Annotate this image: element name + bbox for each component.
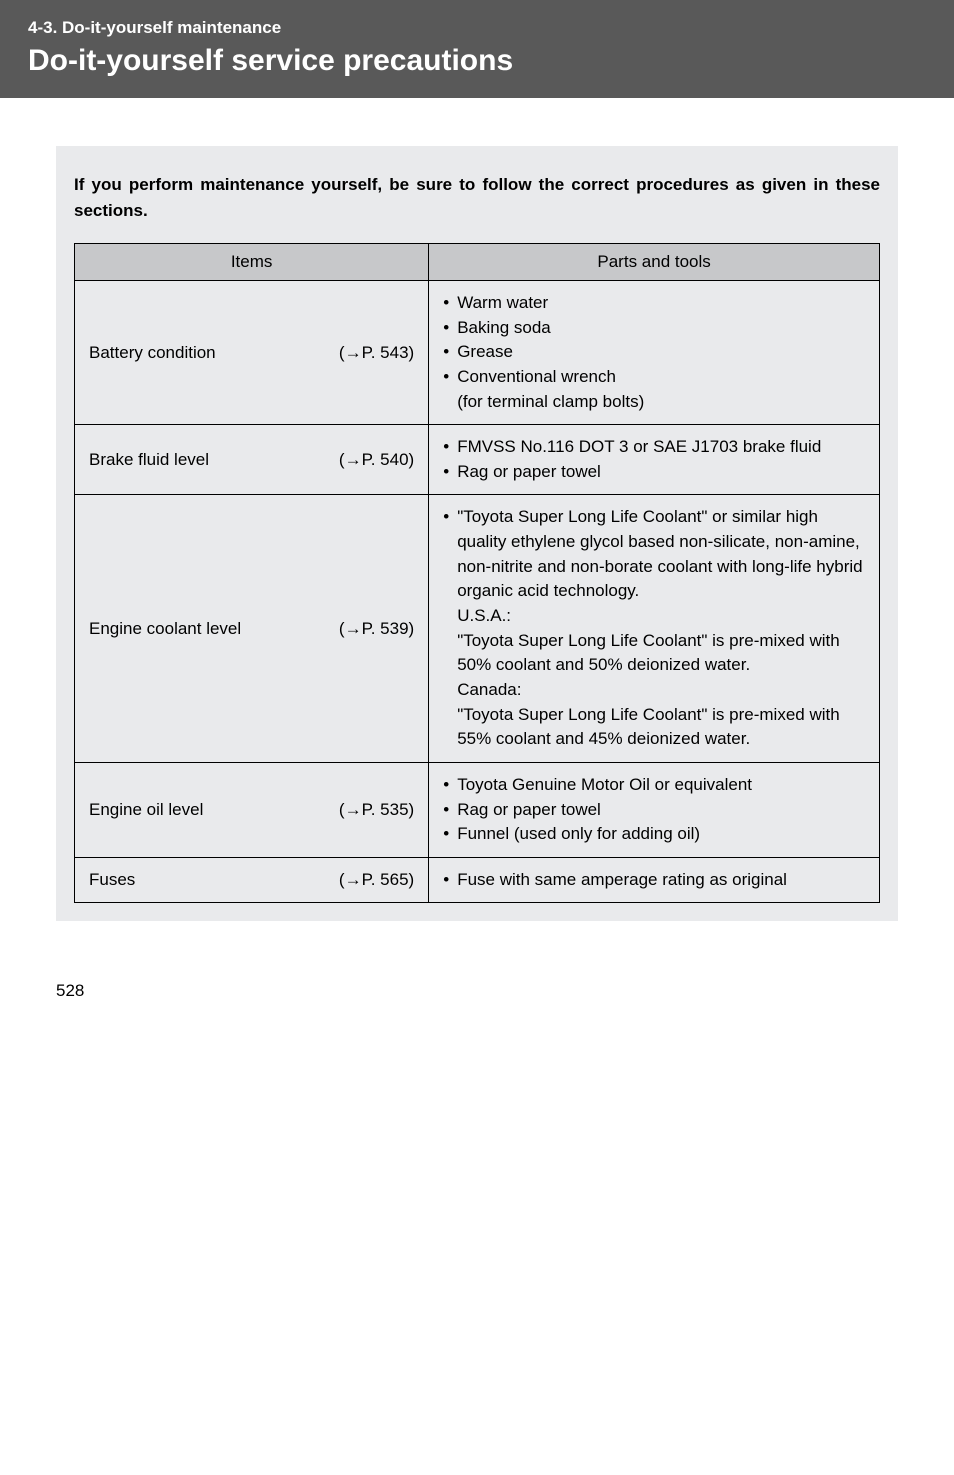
section-label: 4-3. Do-it-yourself maintenance <box>28 18 926 38</box>
item-ref: (→P. 535) <box>339 800 414 820</box>
item-cell-brake: Brake fluid level (→P. 540) <box>75 425 429 495</box>
page-number: 528 <box>56 981 84 1000</box>
col-parts: Parts and tools <box>429 244 880 281</box>
table-row: Fuses (→P. 565) Fuse with same amperage … <box>75 857 880 903</box>
table-row: Brake fluid level (→P. 540) FMVSS No.116… <box>75 425 880 495</box>
item-cell-fuses: Fuses (→P. 565) <box>75 857 429 903</box>
list-item-sub: U.S.A.: <box>457 604 865 629</box>
list-item: Rag or paper towel <box>443 460 865 485</box>
list-item: "Toyota Super Long Life Coolant" or simi… <box>443 505 865 751</box>
table-row: Engine oil level (→P. 535) Toyota Genuin… <box>75 762 880 857</box>
list-item: Warm water <box>443 291 865 316</box>
list-item: Funnel (used only for adding oil) <box>443 822 865 847</box>
page-title: Do-it-yourself service precautions <box>28 44 926 78</box>
parts-cell-oil: Toyota Genuine Motor Oil or equivalent R… <box>429 762 880 857</box>
item-name: Brake fluid level <box>89 450 209 470</box>
content-area: If you perform maintenance yourself, be … <box>56 146 898 921</box>
item-name: Fuses <box>89 870 135 890</box>
parts-cell-brake: FMVSS No.116 DOT 3 or SAE J1703 brake fl… <box>429 425 880 495</box>
col-items: Items <box>75 244 429 281</box>
item-name: Battery condition <box>89 343 216 363</box>
item-cell-coolant: Engine coolant level (→P. 539) <box>75 495 429 762</box>
item-cell-battery: Battery condition (→P. 543) <box>75 281 429 425</box>
list-item-text: Conventional wrench <box>457 367 616 386</box>
parts-cell-coolant: "Toyota Super Long Life Coolant" or simi… <box>429 495 880 762</box>
item-ref: (→P. 539) <box>339 619 414 639</box>
table-row: Engine coolant level (→P. 539) "Toyota S… <box>75 495 880 762</box>
list-item-sub: (for terminal clamp bolts) <box>457 390 865 415</box>
list-item-text: "Toyota Super Long Life Coolant" or simi… <box>457 507 862 600</box>
list-item: Toyota Genuine Motor Oil or equivalent <box>443 773 865 798</box>
list-item: Conventional wrench (for terminal clamp … <box>443 365 865 414</box>
list-item-sub: Canada: <box>457 678 865 703</box>
item-cell-oil: Engine oil level (→P. 535) <box>75 762 429 857</box>
parts-cell-fuses: Fuse with same amperage rating as origin… <box>429 857 880 903</box>
list-item: FMVSS No.116 DOT 3 or SAE J1703 brake fl… <box>443 435 865 460</box>
table-row: Battery condition (→P. 543) Warm water B… <box>75 281 880 425</box>
intro-text: If you perform maintenance yourself, be … <box>74 172 880 223</box>
page-footer: 528 <box>0 921 954 1031</box>
parts-cell-battery: Warm water Baking soda Grease Convention… <box>429 281 880 425</box>
item-ref: (→P. 543) <box>339 343 414 363</box>
list-item: Rag or paper towel <box>443 798 865 823</box>
item-ref: (→P. 540) <box>339 450 414 470</box>
item-name: Engine coolant level <box>89 619 241 639</box>
list-item-sub: "Toyota Super Long Life Coolant" is pre-… <box>457 629 865 678</box>
maintenance-table: Items Parts and tools Battery condition … <box>74 243 880 903</box>
item-ref: (→P. 565) <box>339 870 414 890</box>
list-item-sub: "Toyota Super Long Life Coolant" is pre-… <box>457 703 865 752</box>
item-name: Engine oil level <box>89 800 203 820</box>
header-bar: 4-3. Do-it-yourself maintenance Do-it-yo… <box>0 0 954 98</box>
list-item: Fuse with same amperage rating as origin… <box>443 868 865 893</box>
table-header-row: Items Parts and tools <box>75 244 880 281</box>
list-item: Baking soda <box>443 316 865 341</box>
list-item: Grease <box>443 340 865 365</box>
